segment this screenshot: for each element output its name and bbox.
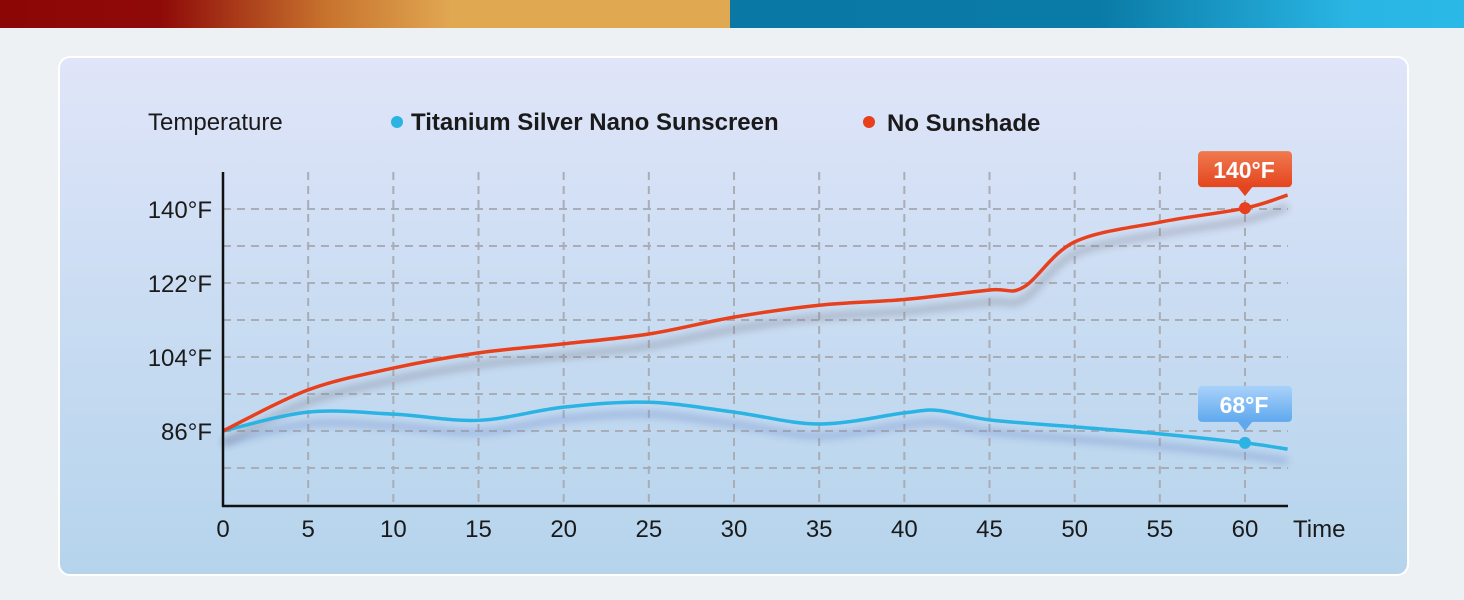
legend-marker-sunscreen <box>391 116 403 128</box>
x-tick-label: 55 <box>1146 516 1173 543</box>
x-tick-label: 50 <box>1061 516 1088 543</box>
data-point-marker <box>1239 202 1251 215</box>
data-point-marker <box>1239 436 1251 449</box>
series-line-no-sunshade <box>222 193 1289 433</box>
legend-label-no-sunshade: No Sunshade <box>887 110 1040 137</box>
x-tick-label: 25 <box>635 516 662 543</box>
x-tick-label: 45 <box>976 516 1003 543</box>
series-line-sunscreen <box>222 400 1288 451</box>
x-tick-label: 40 <box>891 516 918 543</box>
x-axis-label: Time <box>1293 516 1345 543</box>
legend-item-no-sunshade: No Sunshade <box>863 110 1040 137</box>
x-tick-label: 0 <box>216 516 229 543</box>
callout-pointer <box>1237 186 1253 197</box>
x-tick-label: 35 <box>806 516 833 543</box>
x-tick-label: 30 <box>721 516 748 543</box>
x-tick-label: 15 <box>465 516 492 543</box>
legend-item-sunscreen: Titanium Silver Nano Sunscreen <box>391 109 779 136</box>
callout-sunscreen: 68°F <box>1198 385 1292 449</box>
x-tick-label: 60 <box>1232 516 1259 543</box>
banner-left <box>0 0 730 28</box>
grid <box>223 172 1288 506</box>
legend-label-sunscreen: Titanium Silver Nano Sunscreen <box>411 109 779 136</box>
banner-right <box>730 0 1464 28</box>
callout-label: 140°F <box>1213 157 1275 183</box>
x-tick-label: 5 <box>301 516 314 543</box>
y-tick-label: 122°F <box>148 271 212 298</box>
x-tick-label: 20 <box>550 516 577 543</box>
callout-box <box>1198 385 1292 422</box>
y-axis-label: Temperature <box>148 109 283 136</box>
legend-marker-no-sunshade <box>863 116 875 128</box>
x-tick-label: 10 <box>380 516 407 543</box>
series-shadow <box>221 204 1289 446</box>
callout-no-sunshade: 140°F <box>1198 151 1292 215</box>
series-shadow <box>222 411 1289 465</box>
callout-pointer <box>1237 420 1253 431</box>
y-tick-label: 104°F <box>148 345 212 372</box>
callout-box <box>1198 151 1292 188</box>
y-tick-label: 140°F <box>148 197 212 224</box>
callout-label: 68°F <box>1220 392 1269 418</box>
y-tick-label: 86°F <box>161 419 212 446</box>
